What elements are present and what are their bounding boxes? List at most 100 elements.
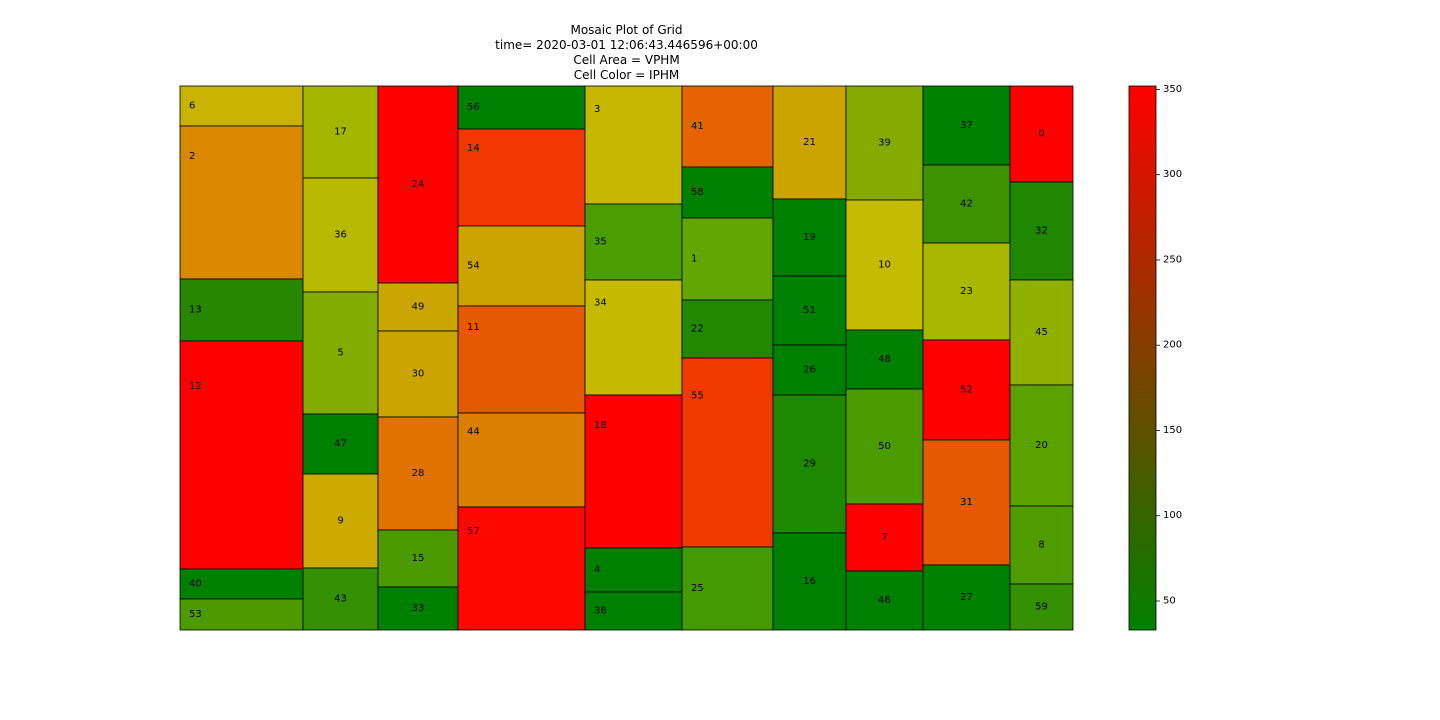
cell-label: 21 (803, 137, 816, 148)
mosaic-cell-2: 2 (179, 125, 304, 280)
cell-label: 19 (803, 232, 816, 243)
cell-label: 3 (594, 104, 600, 115)
cell-label: 2 (189, 151, 195, 162)
cell-label: 40 (189, 579, 202, 590)
cell-label: 55 (691, 390, 704, 401)
cell-label: 12 (189, 381, 202, 392)
cell-label: 27 (960, 592, 973, 603)
cell-rect (377, 85, 459, 284)
cell-label: 23 (960, 286, 973, 297)
cell-rect (845, 329, 924, 390)
cell-label: 25 (691, 583, 704, 594)
cell-rect (457, 506, 586, 631)
cell-rect (302, 413, 379, 475)
colorbar-tick-label-300: 300 (1163, 169, 1182, 180)
cell-label: 43 (334, 594, 347, 605)
cell-rect (302, 473, 379, 569)
cell-rect (772, 85, 847, 200)
mosaic-cell-44: 44 (457, 412, 586, 508)
chart-title: Mosaic Plot of Grid time= 2020-03-01 12:… (180, 23, 1073, 83)
mosaic-cell-34: 34 (584, 279, 683, 396)
title-line-2: time= 2020-03-01 12:06:43.446596+00:00 (495, 38, 758, 52)
mosaic-cell-22: 22 (681, 299, 774, 359)
mosaic-cell-45: 45 (1009, 279, 1074, 386)
mosaic-cell-10: 10 (845, 199, 924, 331)
mosaic-cell-7: 7 (845, 503, 924, 572)
mosaic-cell-37: 37 (922, 85, 1011, 166)
cell-label: 37 (960, 120, 973, 131)
cell-label: 20 (1035, 440, 1048, 451)
mosaic-cell-3: 3 (584, 85, 683, 205)
mosaic-cell-9: 9 (302, 473, 379, 569)
mosaic-cell-1: 1 (681, 217, 774, 301)
cell-rect (845, 503, 924, 572)
cell-rect (681, 546, 774, 631)
mosaic-cell-32: 32 (1009, 181, 1074, 281)
cell-rect (302, 177, 379, 293)
cell-label: 15 (412, 553, 425, 564)
cell-label: 1 (691, 254, 697, 265)
mosaic-cell-42: 42 (922, 164, 1011, 244)
cell-rect (584, 85, 683, 205)
cell-label: 7 (881, 532, 887, 543)
cell-label: 44 (467, 426, 480, 437)
cell-label: 38 (594, 606, 607, 617)
mosaic-cell-33: 33 (377, 586, 459, 631)
cell-label: 0 (1038, 129, 1044, 140)
cell-rect (922, 242, 1011, 341)
mosaic-cell-38: 38 (584, 591, 683, 631)
mosaic-cell-26: 26 (772, 344, 847, 396)
cell-label: 58 (691, 187, 704, 198)
mosaic-cell-46: 46 (845, 570, 924, 631)
mosaic-cell-47: 47 (302, 413, 379, 475)
cell-rect (377, 416, 459, 531)
mosaic-cell-35: 35 (584, 203, 683, 281)
mosaic-cell-16: 16 (772, 532, 847, 631)
cell-label: 10 (878, 260, 891, 271)
mosaic-cell-11: 11 (457, 305, 586, 414)
mosaic-cell-43: 43 (302, 567, 379, 631)
mosaic-cell-21: 21 (772, 85, 847, 200)
cell-label: 30 (412, 369, 425, 380)
cell-label: 6 (189, 101, 195, 112)
cell-rect (922, 164, 1011, 244)
colorbar-tick-label-50: 50 (1163, 596, 1176, 607)
cell-label: 29 (803, 459, 816, 470)
title-line-3: Cell Area = VPHM (573, 53, 680, 67)
mosaic-cell-29: 29 (772, 394, 847, 534)
mosaic-cell-48: 48 (845, 329, 924, 390)
mosaic-cell-54: 54 (457, 225, 586, 307)
cell-rect (681, 166, 774, 219)
cell-rect (845, 388, 924, 505)
cell-rect (584, 547, 683, 593)
cell-label: 16 (803, 576, 816, 587)
mosaic-cell-8: 8 (1009, 505, 1074, 585)
cell-rect (681, 357, 774, 548)
cell-label: 17 (334, 127, 347, 138)
cell-rect (922, 564, 1011, 631)
cell-label: 5 (337, 348, 343, 359)
cell-label: 59 (1035, 602, 1048, 613)
cell-rect (179, 125, 304, 280)
mosaic-cell-40: 40 (179, 568, 304, 600)
cell-label: 9 (337, 516, 343, 527)
mosaic-cell-36: 36 (302, 177, 379, 293)
mosaic-cell-13: 13 (179, 278, 304, 342)
mosaic-cell-5: 5 (302, 291, 379, 415)
cell-rect (681, 299, 774, 359)
cell-label: 11 (467, 322, 480, 333)
cell-label: 39 (878, 138, 891, 149)
cell-label: 51 (803, 305, 816, 316)
title-line-1: Mosaic Plot of Grid (570, 23, 683, 37)
cell-rect (377, 330, 459, 418)
colorbar-gradient (1128, 85, 1157, 631)
cell-rect (302, 85, 379, 179)
cell-label: 8 (1038, 540, 1044, 551)
cell-label: 47 (334, 439, 347, 450)
cell-rect (1009, 181, 1074, 281)
mosaic-cell-59: 59 (1009, 583, 1074, 631)
mosaic-cell-50: 50 (845, 388, 924, 505)
cell-label: 45 (1035, 327, 1048, 338)
mosaic-cell-23: 23 (922, 242, 1011, 341)
